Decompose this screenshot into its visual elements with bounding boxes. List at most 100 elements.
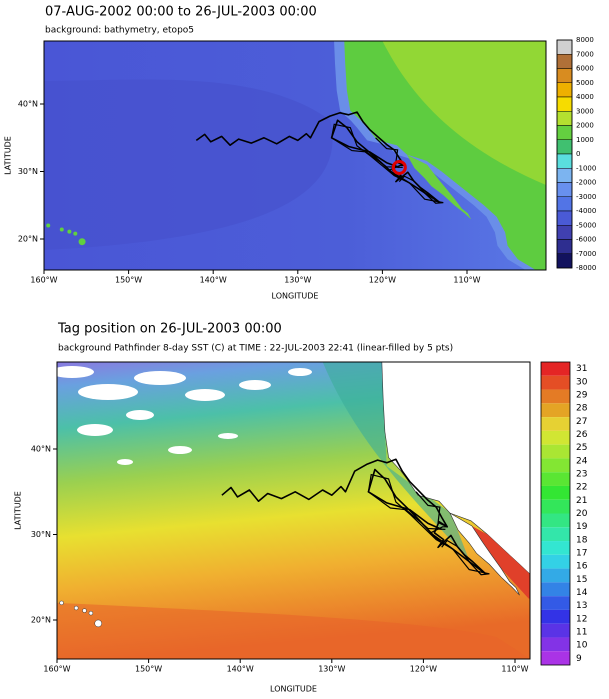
colorbar-label: 22 [576,483,587,493]
x-tick-label: 140°W [200,276,227,285]
colorbar-cell [541,499,570,514]
island [67,229,72,234]
y-tick-label: 30°N [31,530,51,539]
current-position [391,159,407,175]
y-tick-label: 30°N [18,167,38,176]
deep-ocean [44,79,333,250]
tag-track [195,111,441,204]
x-tick-label: 130°W [318,665,345,674]
colorbar-label: -5000 [576,221,596,229]
y-tick-label: 40°N [31,445,51,454]
colorbar-label: 10 [576,641,588,651]
colorbar-cell [556,182,573,197]
tag-track [221,458,487,575]
colorbar-cell [541,568,570,583]
cloud [239,380,271,390]
colorbar-cell [541,458,570,473]
map [44,41,546,270]
colorbar-label: 27 [576,417,587,427]
island [46,223,51,228]
colorbar-label: 12 [576,614,587,624]
colorbar-cell [541,362,570,376]
map-frame [56,361,531,660]
colorbar-cell [556,125,573,140]
colorbar-label: 31 [576,364,587,374]
colorbar-frame [556,39,573,269]
colorbar-label: 30 [576,377,588,387]
colorbar-cell [541,472,570,486]
x-tick-label: 110°W [501,665,528,674]
colorbar-label: 15 [576,575,587,585]
colorbar-cell [556,253,573,269]
x-tick-label: 120°W [410,665,437,674]
x-tick-label: 150°W [135,665,162,674]
colorbar-label: 14 [576,588,588,598]
colorbar-label: -8000 [576,264,596,272]
island [82,608,87,613]
colorbar-label: 16 [576,562,588,572]
gulf [450,513,530,599]
colorbar-label: 25 [576,443,587,453]
cloud [168,446,192,454]
y-axis-label: LATITUDE [4,136,13,175]
colorbar-label: -3000 [576,193,596,201]
y-tick-label: 20°N [18,235,38,244]
colorbar-cell [541,444,570,459]
x-tick-label: 140°W [227,665,254,674]
x-tick-label: 120°W [369,276,396,285]
panel-subtitle: background Pathfinder 8-day SST (C) at T… [58,344,453,354]
colorbar-cell [556,153,573,169]
island [73,231,78,236]
cloud [117,459,133,465]
y-tick-label: 20°N [31,616,51,625]
colorbar-label: -1000 [576,164,596,172]
colorbar-cell [541,623,570,638]
map [57,362,530,659]
colorbar-label: 17 [576,549,587,559]
colorbar-label: 8000 [576,36,594,44]
colorbar-cell [556,225,573,240]
island [78,238,86,246]
tag-track [330,123,444,204]
highland [382,41,546,185]
island [73,605,79,611]
colorbar-cell [556,39,573,55]
colorbar-cell [556,139,573,155]
colorbar-label: -7000 [576,250,596,258]
colorbar-label: 3000 [576,107,594,115]
colorbar-label: -6000 [576,236,596,244]
cloud [134,371,186,385]
colorbar-label: 21 [576,496,587,506]
colorbar-cell [541,389,570,404]
warm-ocean [57,602,530,659]
x-tick-label: 110°W [453,276,480,285]
colorbar-cell [541,513,570,528]
colorbar-label: 28 [576,404,588,414]
colorbar-cell [541,430,570,445]
colorbar-cell [541,417,570,431]
cloud [78,384,138,400]
peninsula [406,154,472,220]
colorbar-label: 9 [576,654,582,664]
colorbar-label: 29 [576,390,588,400]
colorbar-label: 23 [576,469,587,479]
island [59,227,64,232]
colorbar-label: 11 [576,628,587,638]
colorbar-cell [541,609,570,624]
colorbar-cell [541,582,570,597]
x-axis-label: LONGITUDE [270,685,317,694]
panel-title: 07-AUG-2002 00:00 to 26-JUL-2003 00:00 [45,5,317,20]
y-tick-label: 40°N [18,100,38,109]
colorbar-label: 13 [576,601,587,611]
x-tick-label: 160°W [30,276,57,285]
colorbar-cell [541,403,570,418]
island [88,610,94,616]
colorbar-label: -2000 [576,179,596,187]
colorbar-label: 6000 [576,65,594,73]
peninsula [449,512,520,596]
colorbar-cell [556,68,573,83]
colorbar-cell [541,541,570,555]
panel-subtitle: background: bathymetry, etopo5 [45,26,194,36]
colorbar-label: 7000 [576,50,594,58]
